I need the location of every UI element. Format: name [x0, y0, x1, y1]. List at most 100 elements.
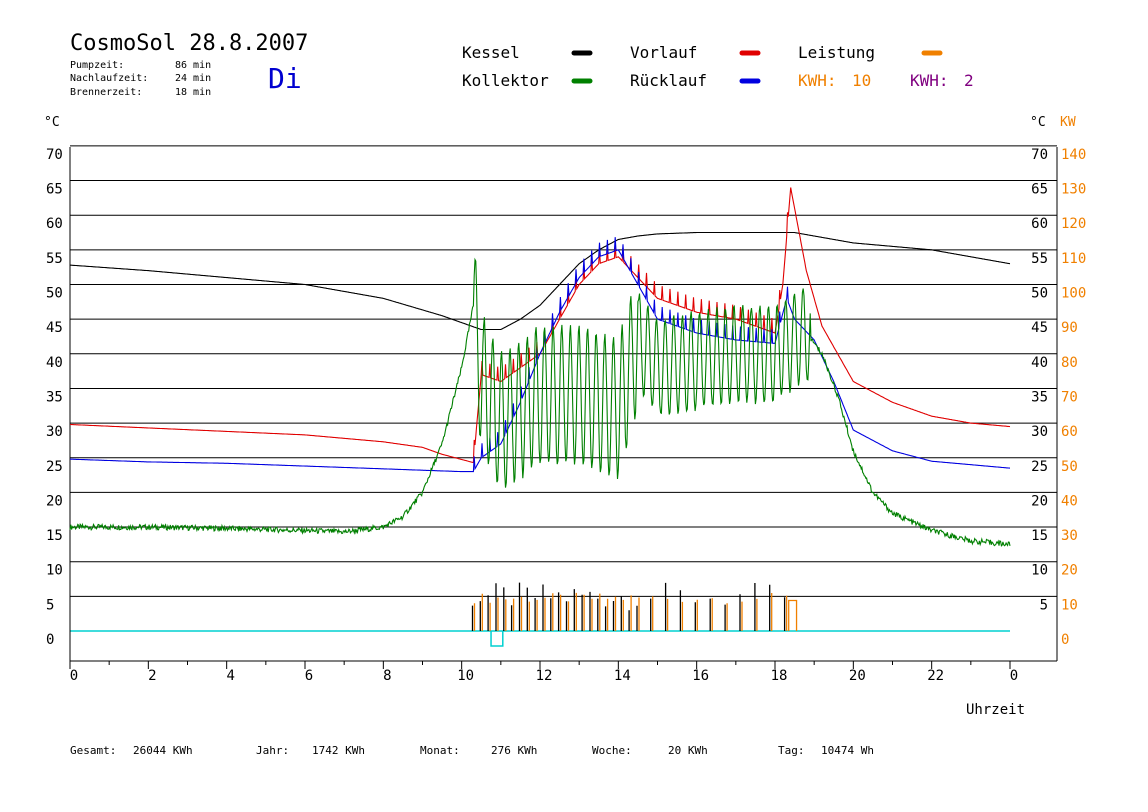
x-tick-label: 2 — [148, 668, 156, 684]
y-tick-label-kw: 20 — [1061, 563, 1078, 579]
x-tick-label: 4 — [226, 668, 234, 684]
legend-label: Leistung — [798, 43, 875, 62]
x-axis-label: Uhrzeit — [966, 702, 1025, 718]
x-tick-label: 18 — [771, 668, 788, 684]
y-tick-label-right: 35 — [1031, 389, 1048, 405]
y-tick-label-right: 5 — [1040, 597, 1048, 613]
y-tick-label-kw: 110 — [1061, 251, 1086, 267]
x-tick-label: 14 — [614, 668, 631, 684]
y-tick-label-kw: 30 — [1061, 528, 1078, 544]
pump-marker — [490, 631, 504, 647]
stat-value: 86 min — [175, 60, 211, 71]
footer-label: Gesamt: — [70, 744, 116, 757]
footer-value: 26044 KWh — [133, 744, 193, 757]
legend-label: Kollektor — [462, 71, 549, 90]
y-tick-label-right: 70 — [1031, 147, 1048, 163]
y-tick-label-left: 25 — [46, 459, 63, 475]
y-tick-label-right: 65 — [1031, 182, 1048, 198]
y-tick-label-left: 0 — [46, 632, 54, 648]
stat-value: 18 min — [175, 87, 211, 98]
kwh-value-purple: 2 — [964, 71, 974, 90]
y-tick-label-right: 55 — [1031, 251, 1048, 267]
y-tick-label-right: 60 — [1031, 216, 1048, 232]
y-tick-label-right: 50 — [1031, 286, 1048, 302]
footer-value: 20 KWh — [668, 744, 708, 757]
chart-title: CosmoSol 28.8.2007 — [70, 31, 308, 56]
footer-label: Jahr: — [256, 744, 289, 757]
y-tick-label-left: 20 — [46, 493, 63, 509]
header-stats: Pumpzeit: 86 min Nachlaufzeit: 24 min Br… — [70, 60, 211, 98]
footer-value: 10474 Wh — [821, 744, 874, 757]
footer-label: Tag: — [778, 744, 805, 757]
kwh-label-purple: KWH: — [910, 71, 949, 90]
y-tick-label-kw: 80 — [1061, 355, 1078, 371]
y-tick-label-kw: 60 — [1061, 424, 1078, 440]
footer-label: Monat: — [420, 744, 460, 757]
y-tick-label-kw: 140 — [1061, 147, 1086, 163]
y-tick-label-kw: 10 — [1061, 597, 1078, 613]
y-tick-label-left: 70 — [46, 147, 63, 163]
y-tick-label-left: 35 — [46, 389, 63, 405]
y-tick-label-kw: 50 — [1061, 459, 1078, 475]
y-tick-label-kw: 100 — [1061, 286, 1086, 302]
legend: Kessel Vorlauf Leistung Kollektor Rückla… — [462, 43, 974, 90]
y-tick-label-right: 10 — [1031, 563, 1048, 579]
y-tick-label-right: 15 — [1031, 528, 1048, 544]
x-tick-label: 0 — [1010, 668, 1018, 684]
y-axis-unit-left: °C — [44, 115, 60, 130]
y-tick-label-kw: 130 — [1061, 182, 1086, 198]
y-tick-label-left: 45 — [46, 320, 63, 336]
x-tick-label: 8 — [383, 668, 391, 684]
stat-label: Pumpzeit: — [70, 60, 124, 71]
tick-labels: 0 2 4 6 8 10 12 14 16 18 20 22 005101520253035404550… — [46, 147, 1086, 684]
y-tick-label-right: 20 — [1031, 493, 1048, 509]
stat-value: 24 min — [175, 73, 211, 84]
y-tick-label-left: 30 — [46, 424, 63, 440]
y-axis-unit-right-kw: KW — [1060, 115, 1076, 130]
footer-value: 1742 KWh — [312, 744, 365, 757]
y-tick-label-kw: 0 — [1061, 632, 1069, 648]
footer-value: 276 KWh — [491, 744, 537, 757]
y-tick-label-left: 5 — [46, 597, 54, 613]
x-tick-label: 0 — [70, 668, 78, 684]
day-label: Di — [268, 62, 302, 95]
legend-label: Rücklauf — [630, 71, 707, 90]
x-tick-label: 12 — [536, 668, 553, 684]
y-tick-label-kw: 120 — [1061, 216, 1086, 232]
y-tick-label-right: 25 — [1031, 459, 1048, 475]
stat-label: Brennerzeit: — [70, 87, 142, 98]
y-tick-label-right: 40 — [1031, 355, 1048, 371]
y-tick-label-right: 30 — [1031, 424, 1048, 440]
stat-label: Nachlaufzeit: — [70, 73, 148, 84]
y-tick-label-left: 65 — [46, 182, 63, 198]
legend-label: Kessel — [462, 43, 520, 62]
x-tick-label: 20 — [849, 668, 866, 684]
axes — [69, 147, 1058, 669]
x-tick-label: 6 — [305, 668, 313, 684]
series-lines — [69, 187, 1011, 631]
y-tick-label-left: 10 — [46, 563, 63, 579]
footer-totals: Gesamt: 26044 KWh Jahr: 1742 KWh Monat: … — [70, 744, 874, 757]
kwh-value-orange: 10 — [852, 71, 871, 90]
x-tick-label: 10 — [457, 668, 474, 684]
y-tick-label-left: 55 — [46, 251, 63, 267]
kwh-label-orange: KWH: — [798, 71, 837, 90]
legend-label: Vorlauf — [630, 43, 697, 62]
x-tick-label: 22 — [927, 668, 944, 684]
y-tick-label-kw: 70 — [1061, 389, 1078, 405]
y-tick-label-left: 60 — [46, 216, 63, 232]
y-tick-label-left: 40 — [46, 355, 63, 371]
series-leistung — [473, 592, 798, 631]
series-kessel — [69, 231, 1011, 331]
y-tick-label-kw: 90 — [1061, 320, 1078, 336]
footer-label: Woche: — [592, 744, 632, 757]
x-tick-label: 16 — [692, 668, 709, 684]
series-vorlauf — [70, 187, 1011, 464]
y-axis-unit-right-c: °C — [1030, 115, 1046, 130]
series-kollektor — [69, 257, 1011, 547]
y-tick-label-kw: 40 — [1061, 493, 1078, 509]
y-tick-label-left: 15 — [46, 528, 63, 544]
series-ruecklauf — [69, 237, 1010, 473]
y-tick-label-left: 50 — [46, 286, 63, 302]
